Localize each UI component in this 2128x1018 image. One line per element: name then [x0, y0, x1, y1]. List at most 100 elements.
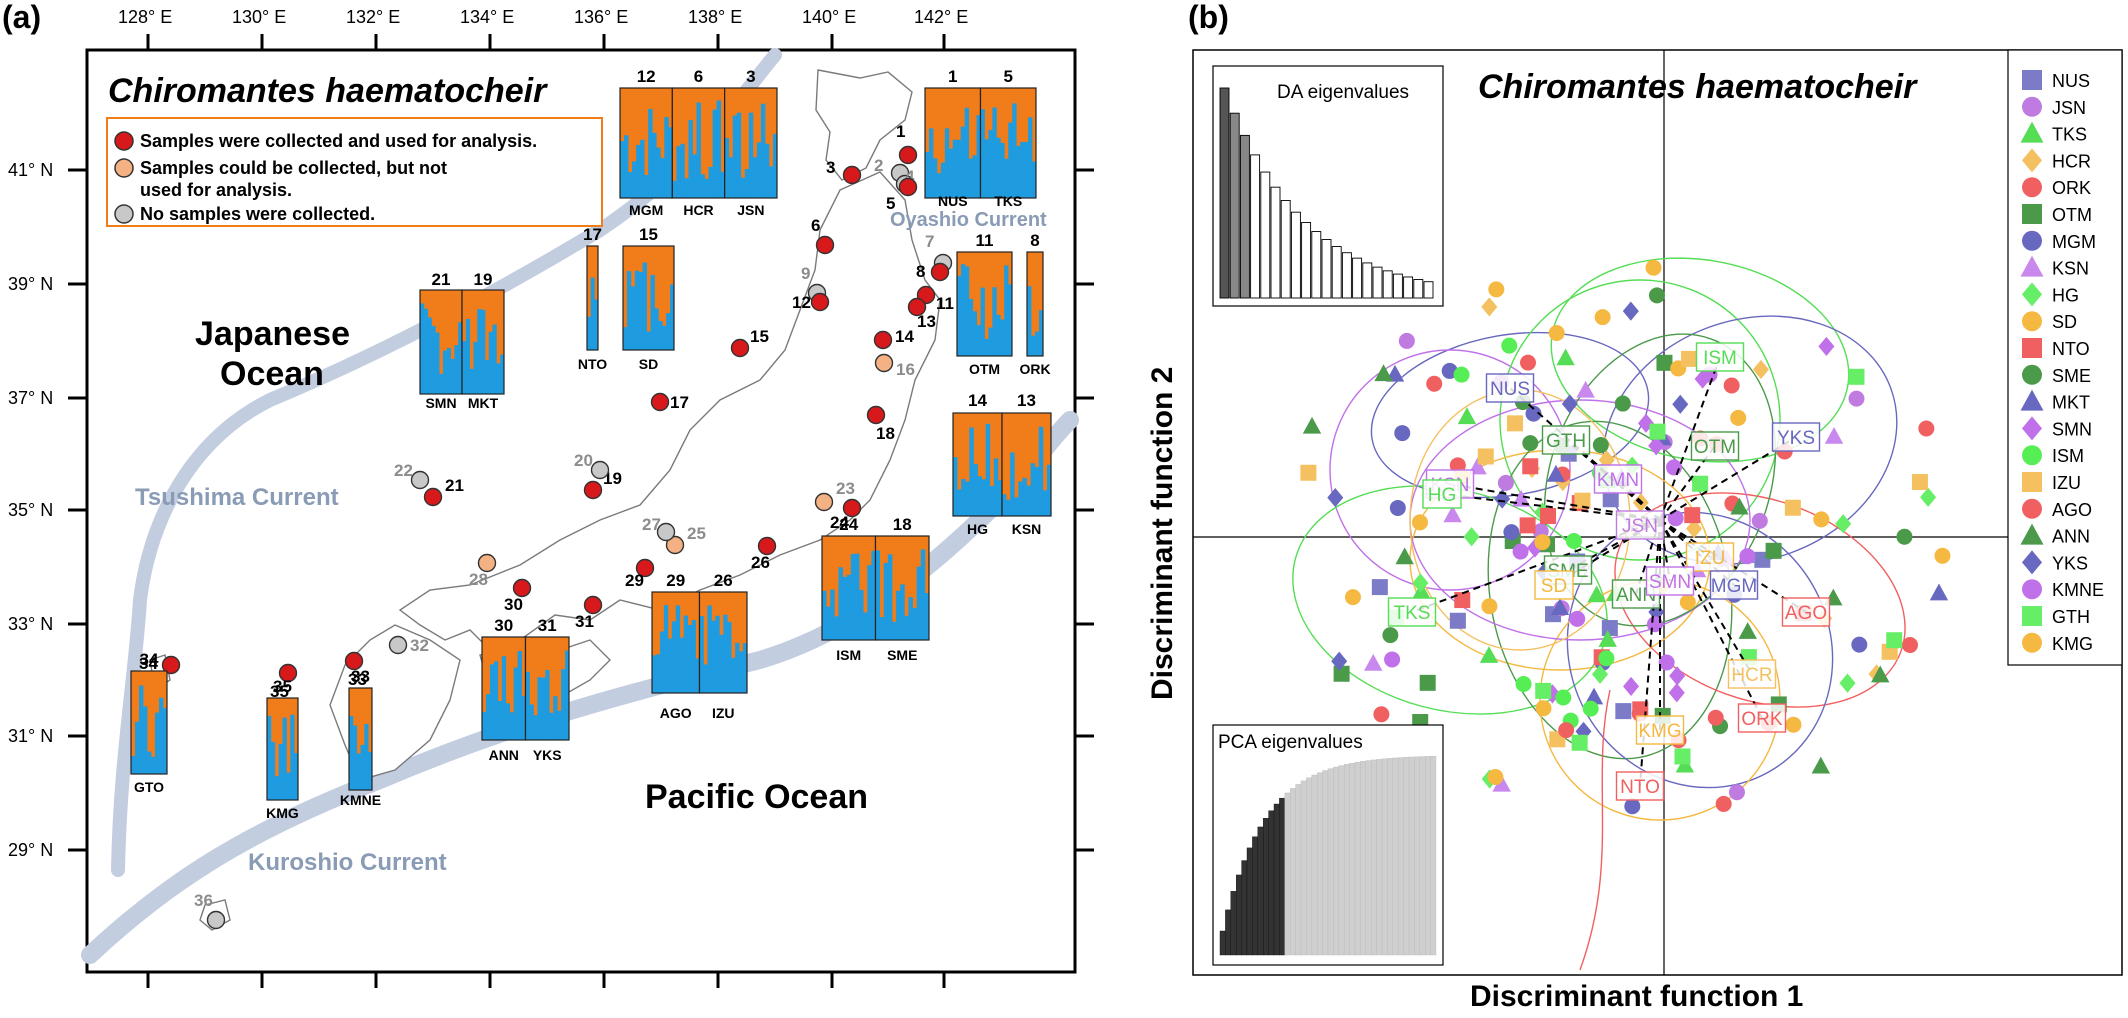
- dapc-legend-label: KSN: [2052, 259, 2089, 279]
- structure-bar: [485, 694, 491, 740]
- dapc-point: [1901, 637, 1918, 654]
- site-marker: [842, 165, 862, 185]
- dapc-point: [1384, 651, 1401, 668]
- structure-bar: [896, 590, 901, 640]
- centroid-box: [1541, 425, 1591, 455]
- site-3: 3: [826, 158, 862, 185]
- lon-label: 142° E: [914, 7, 968, 27]
- dapc-point: [1848, 390, 1865, 407]
- site-marker: [873, 330, 893, 350]
- structure-bar: [768, 166, 774, 198]
- oyashio-current-label: Oyashio Current: [890, 209, 1047, 231]
- site-marker: [757, 536, 777, 556]
- structure-count: 8: [1030, 231, 1039, 250]
- structure-bar: [932, 158, 938, 198]
- structure-bar: [636, 144, 641, 198]
- da-eigen-bars: [1219, 87, 1434, 299]
- pca-eigen-bars: [1219, 756, 1437, 956]
- structure-group: 24 ISM 18 SME: [821, 515, 930, 663]
- structure-bar: [159, 697, 164, 774]
- structure-bar: [439, 373, 444, 394]
- da-eigen-bar: [1372, 266, 1383, 299]
- structure-bar: [364, 723, 369, 790]
- structure-pop-label: ISM: [836, 647, 861, 663]
- structure-bar: [666, 313, 671, 350]
- site-number: 15: [750, 327, 769, 346]
- centroid-box: [1771, 422, 1821, 452]
- structure-bar: [446, 347, 451, 394]
- structure-bar: [620, 141, 625, 198]
- structure-bar: [953, 457, 958, 516]
- structure-bar: [594, 299, 599, 350]
- site-marker: [423, 487, 443, 507]
- dapc-point: [1371, 579, 1388, 596]
- structure-bar: [996, 314, 1001, 356]
- structure-bar: [672, 180, 677, 198]
- structure-bar: [1020, 141, 1025, 198]
- centroid-label: GTH: [1546, 431, 1586, 452]
- site-number: 34: [139, 654, 158, 673]
- dapc-point: [1911, 474, 1928, 491]
- lat-label: 31° N: [8, 726, 53, 746]
- hokkaido: [815, 69, 913, 181]
- structure-bar: [278, 743, 283, 800]
- structure-bar: [723, 614, 728, 693]
- structure-bar: [924, 593, 930, 640]
- pca-eigen-bar: [1262, 818, 1269, 956]
- structure-bar: [648, 108, 653, 198]
- centroid-OTM: OTM: [1690, 431, 1740, 461]
- dapc-point: [1649, 423, 1666, 440]
- structure-count: 6: [694, 67, 703, 86]
- structure-bar: [972, 311, 978, 356]
- dapc-legend-marker: [2022, 498, 2042, 519]
- site-marker: [410, 470, 430, 490]
- structure-count: 17: [583, 225, 602, 244]
- structure-bar: [638, 271, 644, 350]
- dapc-legend-label: NUS: [2052, 71, 2090, 91]
- structure-bar: [708, 166, 713, 198]
- site-number: 35: [270, 682, 289, 701]
- centroid-label: AGO: [1785, 603, 1827, 624]
- site-number: 31: [575, 612, 594, 631]
- legend-unused-label: Samples could be collected, but not used …: [140, 158, 447, 200]
- da-eigen-bar: [1392, 273, 1403, 299]
- dapc-legend-item: SME: [2022, 364, 2091, 386]
- structure-count: 11: [976, 231, 994, 250]
- pca-eigen-bar: [1360, 761, 1367, 956]
- structure-bar: [513, 667, 518, 740]
- structure-outline: [130, 670, 168, 775]
- site-11: 11: [916, 285, 954, 313]
- pca-eigen-bar: [1403, 757, 1410, 956]
- structure-bar: [1026, 485, 1031, 516]
- dapc-legend-item: HG: [2022, 282, 2079, 307]
- centroid-box: [1485, 373, 1535, 403]
- structure-bar: [964, 107, 970, 198]
- site-marker: [730, 338, 750, 358]
- site-number: 24: [830, 513, 849, 532]
- pca-eigen-bar: [1268, 810, 1275, 956]
- dapc-legend-item: NUS: [2022, 70, 2090, 91]
- structure-bar: [724, 138, 730, 198]
- structure-bar: [1039, 310, 1044, 356]
- structure-count: 1: [948, 67, 957, 86]
- structure-bar: [654, 308, 659, 350]
- centroid-box: [1695, 342, 1745, 372]
- structure-bar: [496, 363, 501, 394]
- site-marker: [656, 522, 676, 542]
- structure-bar: [736, 112, 742, 198]
- da-eigen-bar: [1403, 276, 1414, 299]
- pca-eigen-bar: [1387, 758, 1394, 956]
- structure-bar: [420, 303, 425, 394]
- lon-label: 132° E: [346, 7, 400, 27]
- da-eigen-bar: [1270, 186, 1281, 299]
- dapc-point: [1669, 666, 1686, 686]
- structure-bar: [680, 143, 685, 198]
- pca-eigen-bar: [1430, 756, 1437, 956]
- lat-label: 29° N: [8, 840, 53, 860]
- site-number: 36: [194, 891, 213, 910]
- structure-bar: [427, 317, 432, 394]
- structure-count: 31: [538, 616, 557, 635]
- structure-bar: [712, 109, 718, 198]
- pca-eigen-bar: [1225, 909, 1232, 956]
- structure-bar: [493, 661, 499, 740]
